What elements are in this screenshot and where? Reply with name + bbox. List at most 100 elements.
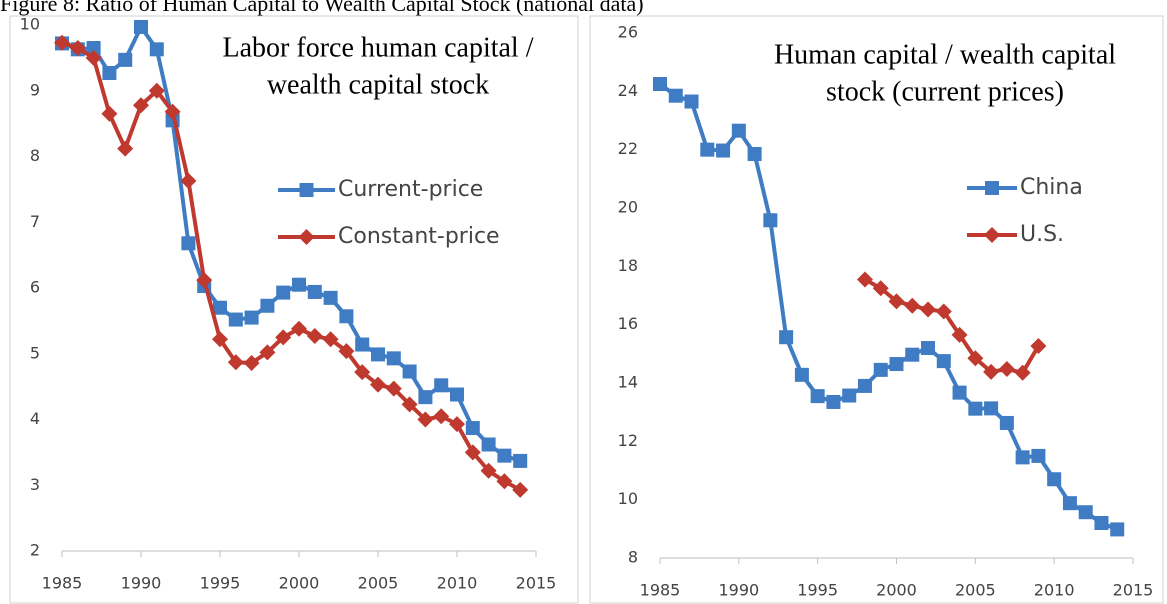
marker — [433, 408, 450, 425]
marker — [465, 421, 480, 436]
marker — [54, 34, 70, 51]
y-tick-label: 14 — [618, 373, 638, 392]
y-tick-label: 26 — [618, 23, 638, 42]
marker — [307, 284, 322, 299]
legend-marker-shape — [299, 183, 314, 197]
marker — [998, 361, 1015, 377]
marker — [354, 364, 371, 381]
marker — [513, 453, 528, 468]
marker — [1030, 337, 1047, 354]
y-tick-label: 22 — [618, 139, 638, 158]
marker — [434, 378, 449, 393]
marker — [322, 331, 339, 348]
marker — [700, 142, 715, 157]
y-tick-label: 4 — [30, 409, 40, 428]
legend-marker — [984, 227, 1000, 243]
legend-label: U.S. — [1020, 222, 1064, 247]
marker — [968, 401, 983, 416]
marker — [85, 49, 102, 66]
legend-marker-shape — [985, 181, 999, 195]
y-tick-label: 10 — [618, 489, 638, 508]
marker — [967, 350, 984, 367]
legend-label: Constant-price — [338, 224, 500, 249]
marker — [857, 378, 872, 393]
marker — [951, 326, 968, 343]
marker — [1094, 516, 1109, 530]
marker — [181, 236, 196, 251]
marker — [826, 394, 841, 409]
marker — [148, 82, 165, 99]
marker — [794, 367, 809, 382]
y-tick-label: 2 — [30, 541, 40, 560]
legend-marker-shape — [298, 229, 315, 245]
marker — [952, 385, 967, 400]
y-tick-label: 7 — [30, 212, 40, 231]
y-tick-label: 9 — [30, 80, 40, 99]
marker — [385, 380, 402, 397]
marker — [497, 448, 512, 463]
marker — [370, 376, 386, 393]
marker — [102, 65, 117, 80]
marker — [355, 337, 370, 352]
marker — [716, 143, 731, 158]
x-tick-label: 1990 — [718, 581, 759, 600]
marker — [763, 213, 778, 228]
figure-title: Figure 8: Ratio of Human Capital to Weal… — [0, 0, 644, 16]
marker — [668, 88, 683, 103]
legend-marker — [985, 181, 999, 195]
marker — [260, 298, 275, 313]
marker — [275, 329, 292, 346]
marker — [227, 354, 244, 371]
x-tick-label: 1995 — [200, 574, 241, 593]
x-tick-label: 2000 — [279, 574, 320, 593]
marker — [1078, 505, 1093, 520]
panel-frame — [9, 15, 579, 604]
marker — [873, 362, 888, 377]
x-tick-label: 1995 — [797, 581, 838, 600]
x-tick-label: 2010 — [437, 574, 478, 593]
marker — [983, 363, 1000, 380]
marker — [904, 297, 921, 314]
marker — [401, 396, 418, 413]
marker — [842, 388, 857, 403]
x-tick-label: 1985 — [640, 581, 681, 600]
x-tick-label: 1985 — [42, 574, 83, 593]
marker — [306, 327, 323, 344]
y-tick-label: 10 — [20, 15, 40, 34]
marker — [196, 272, 213, 289]
legend-marker-shape — [984, 227, 1000, 243]
chart-title: Human capital / wealth capital — [774, 39, 1116, 70]
marker — [1047, 472, 1062, 487]
marker — [810, 389, 825, 404]
marker — [921, 341, 936, 355]
marker — [212, 331, 228, 348]
marker — [450, 387, 464, 402]
marker — [133, 97, 149, 114]
x-tick-label: 2015 — [516, 574, 557, 593]
x-tick-label: 2005 — [358, 574, 399, 593]
legend-label: Current-price — [338, 177, 483, 202]
marker — [291, 320, 307, 337]
x-tick-label: 2005 — [955, 581, 996, 600]
marker — [684, 94, 699, 109]
marker — [480, 462, 497, 479]
marker — [323, 290, 338, 305]
x-tick-label: 2010 — [1034, 581, 1075, 600]
marker — [731, 123, 746, 138]
marker — [149, 42, 164, 57]
y-tick-label: 18 — [618, 256, 638, 275]
marker — [180, 172, 197, 189]
marker — [371, 347, 385, 362]
marker — [1015, 450, 1030, 465]
chart-title: Labor force human capital / — [223, 32, 534, 63]
x-tick-label: 1990 — [121, 574, 162, 593]
y-tick-label: 6 — [30, 278, 40, 297]
marker — [512, 481, 529, 498]
marker — [244, 310, 259, 325]
marker — [402, 364, 417, 379]
marker — [905, 347, 920, 362]
marker — [779, 330, 794, 345]
marker — [481, 437, 496, 452]
marker — [69, 40, 86, 57]
